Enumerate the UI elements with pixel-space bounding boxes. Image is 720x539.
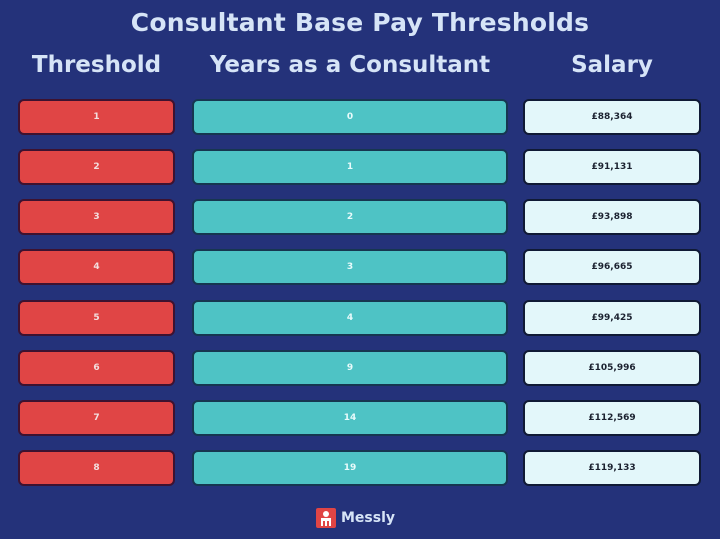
table-row: 2 1 £91,131 [0, 149, 720, 185]
footer-brand: Messly [316, 507, 395, 529]
years-cell: 2 [192, 199, 508, 235]
threshold-cell: 1 [18, 99, 175, 135]
years-cell: 3 [192, 249, 508, 285]
table-row: 5 4 £99,425 [0, 300, 720, 336]
column-header-salary: Salary [571, 52, 653, 78]
table-row: 6 9 £105,996 [0, 350, 720, 386]
threshold-cell: 7 [18, 400, 175, 436]
years-cell: 19 [192, 450, 508, 486]
salary-cell: £105,996 [523, 350, 701, 386]
salary-cell: £112,569 [523, 400, 701, 436]
messly-logo-icon [316, 508, 336, 528]
years-cell: 1 [192, 149, 508, 185]
table-row: 1 0 £88,364 [0, 99, 720, 135]
years-cell: 0 [192, 99, 508, 135]
threshold-cell: 4 [18, 249, 175, 285]
salary-cell: £119,133 [523, 450, 701, 486]
table-row: 3 2 £93,898 [0, 199, 720, 235]
salary-cell: £96,665 [523, 249, 701, 285]
salary-cell: £93,898 [523, 199, 701, 235]
table-row: 7 14 £112,569 [0, 400, 720, 436]
salary-cell: £88,364 [523, 99, 701, 135]
years-cell: 14 [192, 400, 508, 436]
years-cell: 9 [192, 350, 508, 386]
threshold-cell: 6 [18, 350, 175, 386]
salary-cell: £91,131 [523, 149, 701, 185]
threshold-cell: 5 [18, 300, 175, 336]
page-title: Consultant Base Pay Thresholds [130, 8, 590, 37]
threshold-cell: 2 [18, 149, 175, 185]
threshold-cell: 8 [18, 450, 175, 486]
column-header-years: Years as a Consultant [209, 52, 491, 78]
column-header-threshold: Threshold [31, 52, 162, 78]
threshold-cell: 3 [18, 199, 175, 235]
salary-cell: £99,425 [523, 300, 701, 336]
years-cell: 4 [192, 300, 508, 336]
brand-name: Messly [341, 510, 396, 526]
table-row: 8 19 £119,133 [0, 450, 720, 486]
table-row: 4 3 £96,665 [0, 249, 720, 285]
